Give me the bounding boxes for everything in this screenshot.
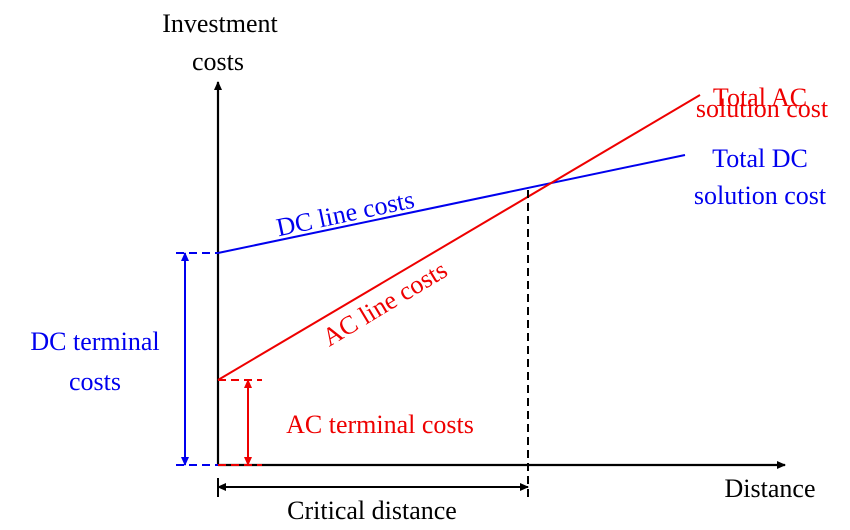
critical-distance-label: Critical distance	[287, 496, 457, 525]
total-ac-label: solution cost	[696, 94, 829, 123]
dc-terminal-label: costs	[69, 367, 121, 396]
x-axis-label: Distance	[725, 474, 816, 503]
total-dc-label: Total DC	[712, 144, 808, 173]
dc-line-label: DC line costs	[274, 185, 417, 242]
dc-terminal-label: DC terminal	[30, 327, 159, 356]
ac-terminal-label: AC terminal costs	[286, 410, 474, 439]
total-ac-label: Total AC	[713, 83, 807, 112]
ac-line	[217, 94, 701, 381]
total-dc-label: solution cost	[694, 181, 827, 210]
ac-line-label: AC line costs	[317, 255, 452, 352]
y-axis-label: Investment	[162, 9, 278, 38]
y-axis-label: costs	[192, 47, 244, 76]
dc-line	[217, 154, 686, 254]
